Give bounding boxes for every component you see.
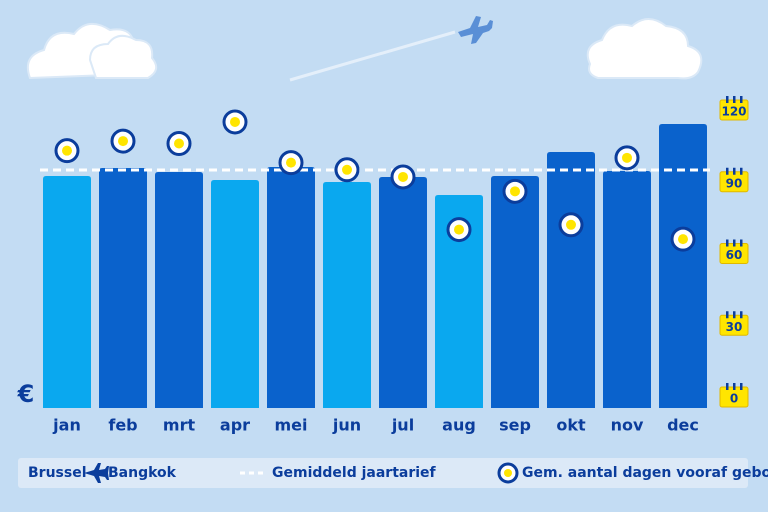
day-dot-core	[510, 186, 520, 197]
x-tick-label: dec	[667, 416, 699, 435]
legend-average: Gemiddeld jaartarief	[272, 465, 437, 481]
calendar-ring	[733, 239, 736, 247]
x-tick-label: aug	[442, 416, 476, 435]
legend-destination: Bangkok	[108, 465, 177, 481]
calendar-ring	[726, 383, 729, 390]
calendar-ring	[740, 96, 743, 103]
x-tick-label: apr	[220, 416, 250, 435]
bar	[379, 177, 427, 408]
bar	[603, 171, 651, 408]
contrail	[289, 30, 456, 82]
calendar-ring	[733, 383, 736, 390]
bar	[155, 172, 203, 408]
day-dot-core	[622, 152, 632, 163]
day-dot-core	[230, 116, 240, 127]
x-tick-label: okt	[556, 416, 586, 435]
day-dot-core	[118, 136, 128, 147]
legend-days: Gem. aantal dagen vooraf geboekt	[522, 465, 768, 481]
day-dot-core	[342, 164, 352, 175]
x-tick-label: jun	[332, 416, 361, 435]
bar	[267, 167, 315, 408]
bar	[323, 182, 371, 408]
calendar-ring	[740, 239, 743, 247]
clouds	[26, 18, 703, 80]
calendar-ring	[726, 239, 729, 247]
bar	[43, 176, 91, 408]
day-dot-core	[62, 145, 72, 156]
y2-tick-label: 30	[726, 320, 743, 334]
day-dot-core	[678, 234, 688, 245]
calendar-ring	[740, 383, 743, 390]
calendar-ring	[733, 167, 736, 175]
y2-tick-label: 90	[726, 176, 743, 190]
day-dot-core	[398, 171, 408, 182]
y2-tick-label: 120	[721, 105, 746, 119]
day-dot-core	[454, 224, 464, 235]
bar	[491, 176, 539, 408]
calendar-ring	[740, 311, 743, 319]
legend	[18, 458, 748, 488]
day-dot-core	[174, 138, 184, 149]
calendar-ring	[726, 167, 729, 175]
x-tick-label: mrt	[163, 416, 196, 435]
bar	[659, 124, 707, 408]
legend-origin: Brussel	[28, 465, 87, 481]
currency-label: €	[17, 380, 35, 408]
plane-icon	[84, 463, 109, 483]
x-tick-label: nov	[611, 416, 644, 435]
plane	[458, 16, 493, 44]
day-dot-core	[566, 219, 576, 230]
x-tick-label: sep	[499, 416, 531, 435]
calendar-ring	[733, 311, 736, 319]
y2-tick-label: 0	[730, 392, 738, 406]
x-tick-label: jul	[391, 416, 414, 435]
calendar-ring	[740, 167, 743, 175]
calendar-ring	[726, 311, 729, 319]
bar	[211, 180, 259, 408]
bar	[547, 152, 595, 408]
y2-tick-label: 60	[726, 248, 743, 262]
bar	[435, 195, 483, 408]
day-dot-core	[286, 157, 296, 168]
calendar-ring	[726, 96, 729, 103]
x-tick-label: mei	[274, 416, 307, 435]
calendar-ring	[733, 96, 736, 103]
x-tick-label: jan	[52, 416, 81, 435]
legend-dot-core	[504, 469, 512, 477]
x-tick-label: feb	[108, 416, 137, 435]
bar	[99, 168, 147, 408]
